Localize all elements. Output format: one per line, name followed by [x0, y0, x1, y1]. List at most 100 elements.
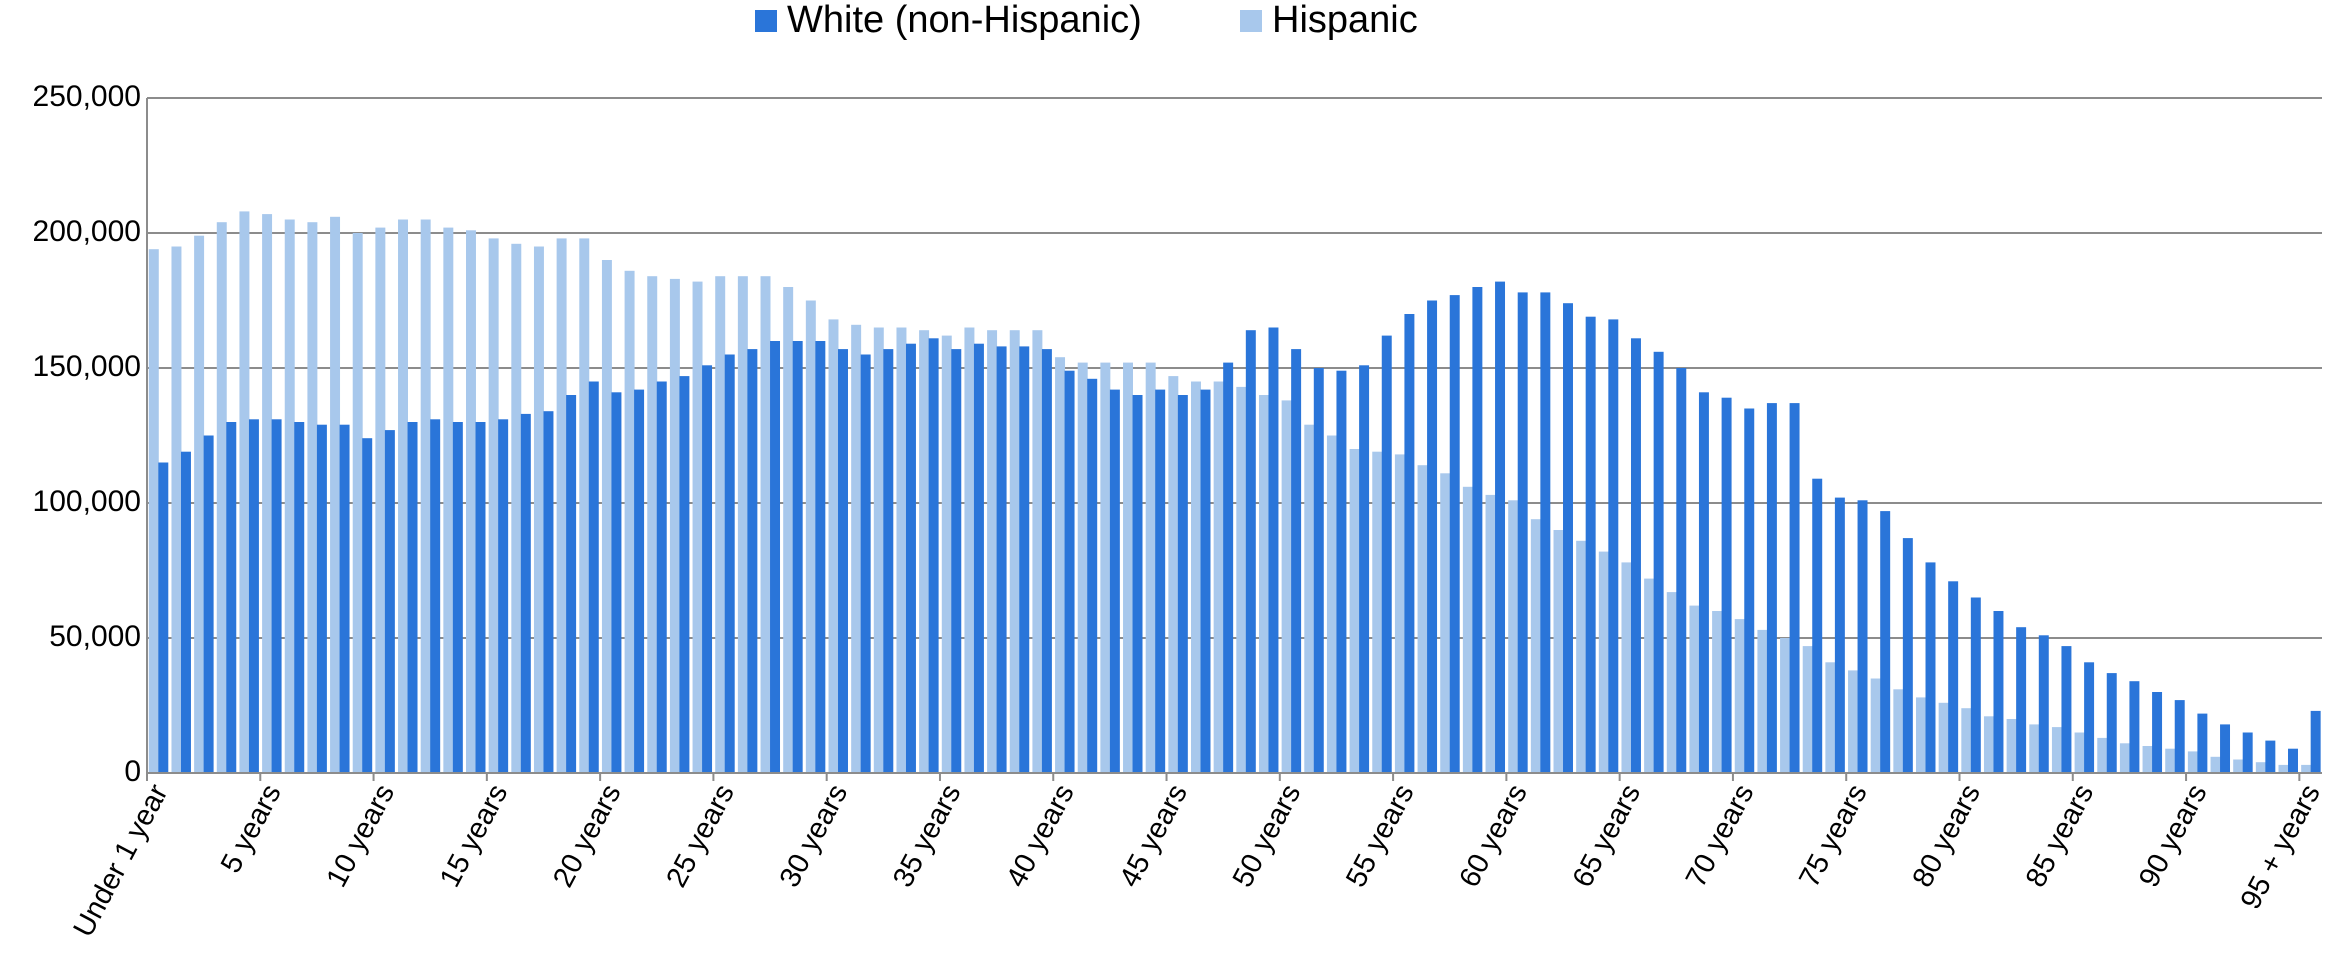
bar	[1812, 478, 1823, 773]
bar	[1970, 597, 1981, 773]
bar	[1721, 397, 1732, 773]
bar	[330, 216, 341, 774]
bar	[2051, 727, 2062, 773]
bar	[2016, 627, 2027, 773]
x-tick-label: 20 years	[547, 779, 627, 892]
bar	[1100, 362, 1111, 773]
bar	[838, 349, 848, 773]
bar	[1087, 378, 1098, 773]
bar	[1064, 370, 1075, 773]
bar	[987, 330, 998, 773]
bar	[724, 354, 735, 773]
x-tick-label: 95 + years	[2235, 779, 2325, 914]
x-tick-label: 10 years	[321, 779, 401, 892]
bar	[815, 341, 826, 773]
legend-label: White (non-Hispanic)	[787, 0, 1142, 41]
bar	[158, 462, 169, 773]
bar	[905, 343, 916, 773]
bar	[316, 424, 327, 773]
x-tick-label: 30 years	[774, 779, 854, 892]
bar	[1404, 314, 1415, 773]
bar	[2061, 646, 2072, 773]
bar	[2006, 719, 2017, 773]
x-tick-label: 90 years	[2133, 779, 2213, 892]
y-tick-label: 250,000	[33, 80, 141, 113]
bar	[1359, 365, 1370, 773]
bar	[647, 276, 658, 773]
bar	[1440, 473, 1451, 773]
bar	[1598, 551, 1609, 773]
bar	[1848, 670, 1858, 773]
bar	[1281, 400, 1292, 773]
x-tick-label: 65 years	[1567, 779, 1647, 892]
bar	[1381, 335, 1392, 773]
bar	[1213, 381, 1224, 773]
bar	[1744, 408, 1755, 773]
bar	[443, 227, 454, 774]
bar	[2288, 748, 2298, 773]
bar	[1132, 395, 1143, 773]
bar	[284, 219, 295, 773]
bar	[941, 335, 952, 773]
bar	[1349, 449, 1360, 773]
bar	[1948, 581, 1959, 773]
bar	[194, 235, 205, 773]
bar	[1258, 395, 1269, 773]
bar	[420, 219, 431, 773]
bar	[2301, 764, 2312, 773]
bar	[1123, 362, 1133, 773]
bar	[566, 395, 577, 773]
bar	[1802, 646, 1813, 773]
bar	[579, 238, 590, 773]
bar	[1055, 357, 1066, 773]
bar	[1712, 611, 1723, 773]
bar	[307, 222, 318, 773]
x-tick-label: 75 years	[1793, 779, 1873, 892]
bar	[2197, 713, 2208, 773]
bar	[2242, 732, 2253, 773]
bar	[737, 276, 748, 773]
bar	[1155, 389, 1166, 773]
bar	[770, 341, 781, 773]
x-tick-label: 55 years	[1340, 779, 1420, 892]
bar	[520, 413, 531, 773]
bar	[1313, 368, 1324, 773]
bar	[1689, 605, 1700, 773]
bar	[1698, 392, 1709, 773]
bar	[1530, 519, 1541, 773]
x-tick-label: 50 years	[1227, 779, 1307, 892]
bar	[362, 438, 373, 773]
bar	[2265, 740, 2276, 773]
bar	[1630, 338, 1641, 773]
bar	[1563, 303, 1573, 773]
bar	[1857, 500, 1868, 773]
bar	[1780, 638, 1791, 773]
x-tick-label: 45 years	[1114, 779, 1194, 892]
bar	[1766, 403, 1777, 773]
bar	[783, 287, 794, 773]
bar	[1336, 370, 1347, 773]
bar	[679, 376, 690, 773]
bar	[1200, 389, 1211, 773]
bar	[973, 343, 984, 773]
bar	[624, 270, 635, 773]
bar	[611, 392, 622, 773]
bar	[1009, 330, 1020, 773]
bar	[860, 354, 871, 773]
bar	[498, 419, 509, 773]
x-tick-label: 70 years	[1680, 779, 1760, 892]
bar	[533, 246, 544, 773]
bar	[828, 319, 839, 773]
bar	[2174, 700, 2185, 773]
legend-label: Hispanic	[1272, 0, 1418, 41]
bar	[1041, 349, 1052, 773]
x-tick-label: 60 years	[1453, 779, 1533, 892]
x-tick-label: 15 years	[434, 779, 514, 892]
bar	[1145, 362, 1156, 773]
bar	[543, 411, 554, 773]
bar	[919, 330, 930, 773]
bar	[2084, 662, 2095, 773]
bar	[656, 381, 667, 773]
